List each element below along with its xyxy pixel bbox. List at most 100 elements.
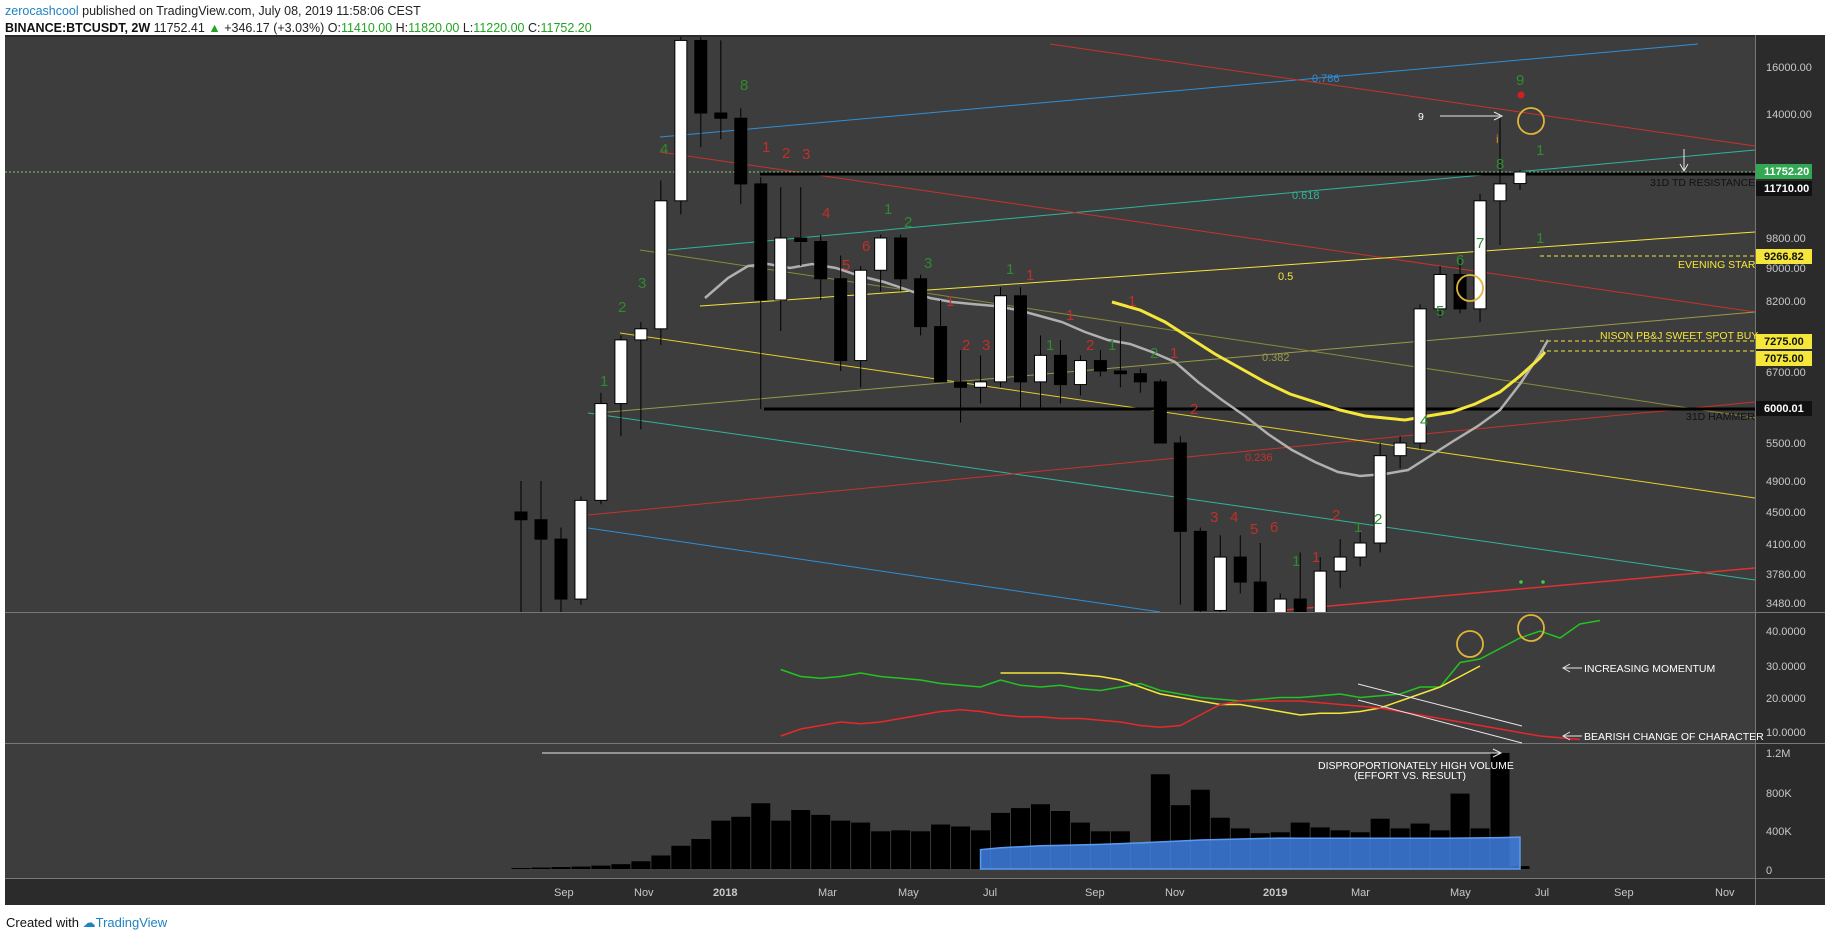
volume-bar bbox=[851, 822, 871, 869]
price-tag-label: 11710.00 bbox=[1764, 183, 1809, 195]
diverge-line bbox=[1357, 683, 1523, 727]
fib-label: 0.5 bbox=[1278, 271, 1293, 283]
highlight-circle bbox=[1517, 614, 1545, 642]
time-tick-label: Nov bbox=[634, 887, 654, 899]
fib-labels: 0.786 0.618 0.5 0.382 0.236 bbox=[1245, 73, 1340, 464]
td-count-green: 1 bbox=[1108, 337, 1116, 354]
td-count-green: 2 bbox=[1374, 511, 1382, 528]
price-tick-label: 5500.00 bbox=[1766, 438, 1806, 450]
td-count-red: 2 bbox=[962, 337, 970, 354]
candle-body bbox=[534, 519, 548, 540]
volume-bar bbox=[671, 845, 691, 869]
candle-body bbox=[1213, 556, 1227, 611]
candle-body bbox=[514, 511, 528, 521]
volume-bar bbox=[551, 867, 571, 869]
price-tick-label: 8200.00 bbox=[1766, 296, 1806, 308]
td-count-green: 8 bbox=[1496, 156, 1504, 173]
td-count-green: 7 bbox=[1476, 235, 1484, 252]
td-count-red: 2 bbox=[1190, 401, 1198, 418]
td-count-green: 1 bbox=[1354, 519, 1362, 536]
momentum-series-line bbox=[1000, 665, 1481, 716]
candle-body bbox=[914, 278, 928, 328]
candle-body bbox=[1153, 381, 1167, 444]
td-count-green: 1 bbox=[1536, 230, 1544, 247]
td-count-red: 1 bbox=[1170, 345, 1178, 362]
fib-label: 0.786 bbox=[1312, 73, 1340, 85]
time-tick-label: Sep bbox=[1085, 887, 1105, 899]
volume-bar bbox=[631, 861, 651, 869]
blue-channel-top bbox=[659, 43, 1699, 138]
td-count-red: 1 bbox=[1312, 549, 1320, 566]
td-count-red: 4 bbox=[822, 205, 830, 222]
header-line-2: BINANCE:BTCUSDT, 2W 11752.41 ▲ +346.17 (… bbox=[5, 20, 592, 37]
td-count-red: 3 bbox=[982, 337, 990, 354]
candle-body bbox=[814, 241, 828, 280]
tradingview-logo-icon: ☁ bbox=[82, 915, 96, 930]
fib-label: 0.236 bbox=[1245, 452, 1273, 464]
volume-bar bbox=[831, 820, 851, 869]
volume-bar bbox=[751, 803, 771, 869]
low-label: L: bbox=[462, 21, 474, 35]
volume-tick-label: 0 bbox=[1766, 865, 1772, 877]
volume-bar bbox=[931, 824, 951, 869]
red-bottom-line bbox=[1284, 567, 1756, 611]
volume-bar bbox=[591, 865, 611, 869]
price-tag-label: 7275.00 bbox=[1764, 336, 1804, 348]
td-count-green: 1 bbox=[1006, 261, 1014, 278]
time-tick-label: May bbox=[898, 887, 919, 899]
candle-body bbox=[1113, 370, 1127, 375]
highlight-circle bbox=[1517, 107, 1545, 135]
arrow-head bbox=[1561, 663, 1571, 673]
candle-body bbox=[734, 117, 748, 185]
symbol-label: BINANCE:BTCUSDT, 2W bbox=[5, 21, 151, 35]
candle-body bbox=[774, 237, 788, 301]
candle-body bbox=[654, 200, 668, 330]
price-tick-label: 9800.00 bbox=[1766, 233, 1806, 245]
price-tag bbox=[1756, 249, 1812, 264]
open-label: O: bbox=[327, 21, 341, 35]
td-count-green: 4 bbox=[1420, 413, 1428, 430]
yellow-moving-average bbox=[1111, 300, 1547, 422]
gray-moving-average bbox=[704, 262, 1550, 478]
time-tick-label: Nov bbox=[1165, 887, 1185, 899]
volume-bar bbox=[771, 820, 791, 869]
tradingview-link[interactable]: TradingView bbox=[95, 915, 168, 930]
volume-bar bbox=[811, 814, 831, 869]
volume-bar bbox=[511, 868, 531, 869]
price-tag-label: 7075.00 bbox=[1764, 353, 1804, 365]
time-tick-label: Nov bbox=[1715, 887, 1735, 899]
red-upper-line bbox=[1049, 43, 1756, 147]
price-tick-label: 3480.00 bbox=[1766, 598, 1806, 610]
td-count-red: 5 bbox=[842, 257, 850, 274]
author-link[interactable]: zerocashcool bbox=[5, 4, 79, 18]
td-count-green: 2 bbox=[1150, 345, 1158, 362]
td-count-green: 2 bbox=[618, 299, 626, 316]
annotation-label: 31D TD RESISTANCE bbox=[1650, 177, 1755, 189]
price-tick-label: 14000.00 bbox=[1766, 109, 1812, 121]
volume-bar bbox=[611, 864, 631, 869]
fib-label: 0.618 bbox=[1292, 190, 1320, 202]
candle-body bbox=[1293, 598, 1307, 612]
td-count-green: 3 bbox=[924, 255, 932, 272]
td-count-red: 2 bbox=[782, 145, 790, 162]
candle-body bbox=[1233, 556, 1247, 583]
time-axis: Sep Nov 2018 Mar May Jul Sep Nov 2019 Ma… bbox=[554, 887, 1735, 899]
price-tag bbox=[1756, 164, 1812, 179]
candle-body bbox=[1253, 581, 1267, 612]
annotation-label: INCREASING MOMENTUM bbox=[1584, 663, 1715, 675]
diverge-line bbox=[1357, 699, 1523, 744]
volume-bars bbox=[511, 753, 1530, 870]
td-count-red: 2 bbox=[1332, 507, 1340, 524]
volume-bar bbox=[571, 866, 591, 869]
td-count-red: 4 bbox=[1230, 509, 1238, 526]
high-label: H: bbox=[395, 21, 409, 35]
price-tag-label: 6000.01 bbox=[1764, 403, 1804, 415]
candles bbox=[514, 37, 1527, 612]
td-count-green: 1 bbox=[600, 373, 608, 390]
change-value: +346.17 (+3.03%) bbox=[224, 21, 325, 35]
price-axis: 16000.00 14000.00 9800.00 9000.00 8200.0… bbox=[1766, 62, 1812, 610]
volume-tick-label: 400K bbox=[1766, 826, 1792, 838]
annotation-label: BEARISH CHANGE OF CHARACTER bbox=[1584, 731, 1764, 743]
td-count-red: 6 bbox=[862, 238, 870, 255]
